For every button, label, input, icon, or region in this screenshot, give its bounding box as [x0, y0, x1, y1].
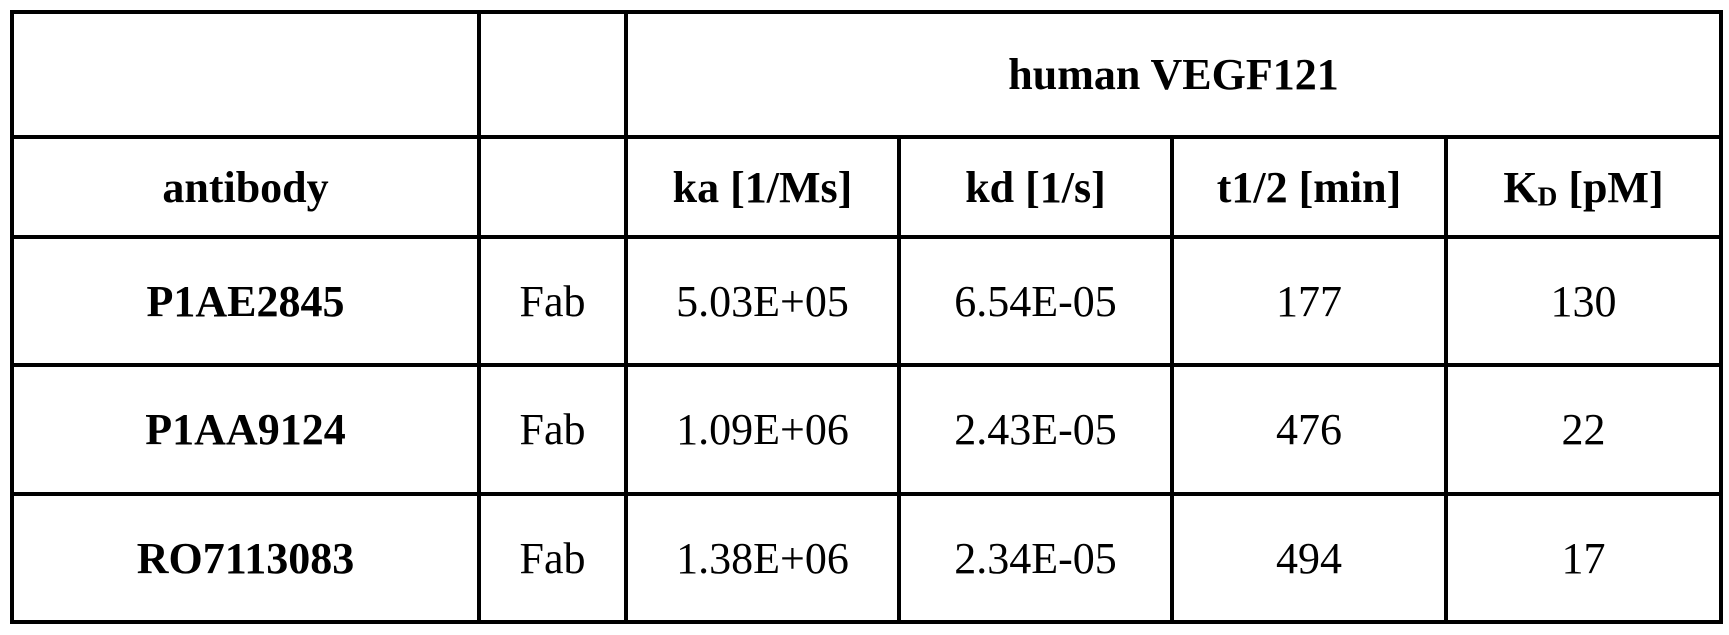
thalf-value: 476: [1170, 363, 1448, 496]
thalf-value: 177: [1170, 235, 1448, 367]
kinetics-table: human VEGF121 antibody ka [1/Ms] kd [1/s…: [10, 10, 1723, 624]
antibody-id: P1AA9124: [10, 363, 481, 496]
format-value: Fab: [477, 235, 628, 367]
thalf-value: 494: [1170, 492, 1448, 624]
col-header-kd: kd [1/s]: [897, 135, 1174, 239]
col-header-KD: KD [pM]: [1444, 135, 1723, 239]
ka-value: 1.38E+06: [624, 492, 901, 624]
group-header-row: human VEGF121: [10, 10, 1723, 139]
col-header-thalf: t1/2 [min]: [1170, 135, 1448, 239]
ka-value: 5.03E+05: [624, 235, 901, 367]
group-header-human-vegf121: human VEGF121: [624, 10, 1723, 139]
kd-value: 2.34E-05: [897, 492, 1174, 624]
kd-value: 2.43E-05: [897, 363, 1174, 496]
col-header-format: [477, 135, 628, 239]
empty-cell-format-header: [477, 10, 628, 139]
empty-cell-antibody-header: [10, 10, 481, 139]
col-header-ka: ka [1/Ms]: [624, 135, 901, 239]
table-row: RO7113083 Fab 1.38E+06 2.34E-05 494 17: [10, 492, 1723, 624]
kd-value: 6.54E-05: [897, 235, 1174, 367]
table-row: P1AA9124 Fab 1.09E+06 2.43E-05 476 22: [10, 363, 1723, 496]
KD-prefix: K: [1503, 162, 1538, 212]
format-value: Fab: [477, 492, 628, 624]
col-header-antibody: antibody: [10, 135, 481, 239]
table-row: P1AE2845 Fab 5.03E+05 6.54E-05 177 130: [10, 235, 1723, 367]
KD-value: 17: [1444, 492, 1723, 624]
ka-value: 1.09E+06: [624, 363, 901, 496]
KD-subscript: D: [1537, 180, 1558, 211]
antibody-id: RO7113083: [10, 492, 481, 624]
KD-value: 130: [1444, 235, 1723, 367]
format-value: Fab: [477, 363, 628, 496]
KD-suffix: [pM]: [1557, 162, 1664, 212]
column-header-row: antibody ka [1/Ms] kd [1/s] t1/2 [min] K…: [10, 135, 1723, 239]
antibody-id: P1AE2845: [10, 235, 481, 367]
KD-value: 22: [1444, 363, 1723, 496]
